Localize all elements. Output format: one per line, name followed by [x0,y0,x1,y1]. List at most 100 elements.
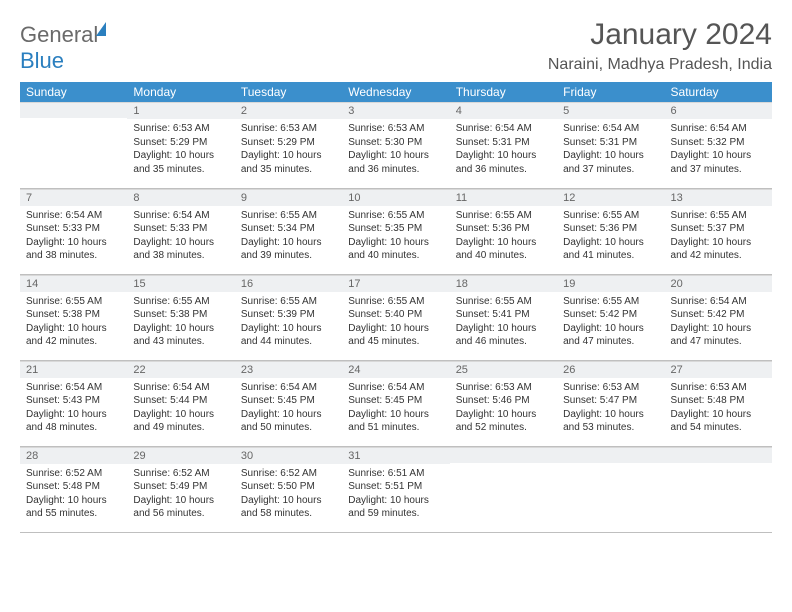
day-data: Sunrise: 6:54 AMSunset: 5:33 PMDaylight:… [20,206,127,267]
day-number: 20 [665,275,772,292]
calendar-cell [665,446,772,532]
calendar-cell: 8Sunrise: 6:54 AMSunset: 5:33 PMDaylight… [127,188,234,274]
logo-text: General Blue [20,22,106,74]
calendar-cell: 19Sunrise: 6:55 AMSunset: 5:42 PMDayligh… [557,274,664,360]
calendar-cell: 10Sunrise: 6:55 AMSunset: 5:35 PMDayligh… [342,188,449,274]
calendar-cell: 11Sunrise: 6:55 AMSunset: 5:36 PMDayligh… [450,188,557,274]
calendar-cell: 14Sunrise: 6:55 AMSunset: 5:38 PMDayligh… [20,274,127,360]
day-number: 14 [20,275,127,292]
day-data: Sunrise: 6:55 AMSunset: 5:39 PMDaylight:… [235,292,342,353]
day-data-empty [557,463,664,517]
day-number: 3 [342,102,449,119]
day-number-empty [20,102,127,118]
day-data: Sunrise: 6:53 AMSunset: 5:48 PMDaylight:… [665,378,772,439]
calendar-table: SundayMondayTuesdayWednesdayThursdayFrid… [20,82,772,533]
day-number: 8 [127,189,234,206]
calendar-cell: 30Sunrise: 6:52 AMSunset: 5:50 PMDayligh… [235,446,342,532]
calendar-cell: 21Sunrise: 6:54 AMSunset: 5:43 PMDayligh… [20,360,127,446]
day-data: Sunrise: 6:54 AMSunset: 5:33 PMDaylight:… [127,206,234,267]
day-number: 6 [665,102,772,119]
calendar-cell: 20Sunrise: 6:54 AMSunset: 5:42 PMDayligh… [665,274,772,360]
day-data: Sunrise: 6:54 AMSunset: 5:42 PMDaylight:… [665,292,772,353]
day-number: 1 [127,102,234,119]
weekday-header: Monday [127,82,234,102]
logo-text-blue: Blue [20,48,64,73]
calendar-cell: 3Sunrise: 6:53 AMSunset: 5:30 PMDaylight… [342,102,449,188]
day-data: Sunrise: 6:53 AMSunset: 5:29 PMDaylight:… [235,119,342,180]
header: General Blue January 2024 Naraini, Madhy… [20,18,772,74]
day-number: 12 [557,189,664,206]
day-number: 25 [450,361,557,378]
weekday-header: Saturday [665,82,772,102]
day-number: 24 [342,361,449,378]
day-number: 2 [235,102,342,119]
location: Naraini, Madhya Pradesh, India [548,56,772,74]
day-data-empty [665,463,772,517]
day-data: Sunrise: 6:55 AMSunset: 5:42 PMDaylight:… [557,292,664,353]
day-data: Sunrise: 6:55 AMSunset: 5:41 PMDaylight:… [450,292,557,353]
day-data: Sunrise: 6:54 AMSunset: 5:45 PMDaylight:… [235,378,342,439]
calendar-cell: 6Sunrise: 6:54 AMSunset: 5:32 PMDaylight… [665,102,772,188]
day-data: Sunrise: 6:52 AMSunset: 5:50 PMDaylight:… [235,464,342,525]
calendar-cell: 24Sunrise: 6:54 AMSunset: 5:45 PMDayligh… [342,360,449,446]
calendar-cell: 16Sunrise: 6:55 AMSunset: 5:39 PMDayligh… [235,274,342,360]
day-data: Sunrise: 6:52 AMSunset: 5:49 PMDaylight:… [127,464,234,525]
calendar-cell: 5Sunrise: 6:54 AMSunset: 5:31 PMDaylight… [557,102,664,188]
day-data: Sunrise: 6:55 AMSunset: 5:38 PMDaylight:… [20,292,127,353]
calendar-cell: 28Sunrise: 6:52 AMSunset: 5:48 PMDayligh… [20,446,127,532]
day-number: 30 [235,447,342,464]
day-data: Sunrise: 6:53 AMSunset: 5:47 PMDaylight:… [557,378,664,439]
day-number: 23 [235,361,342,378]
calendar-cell: 26Sunrise: 6:53 AMSunset: 5:47 PMDayligh… [557,360,664,446]
day-data: Sunrise: 6:54 AMSunset: 5:45 PMDaylight:… [342,378,449,439]
weekday-header: Thursday [450,82,557,102]
calendar-cell: 18Sunrise: 6:55 AMSunset: 5:41 PMDayligh… [450,274,557,360]
day-data: Sunrise: 6:52 AMSunset: 5:48 PMDaylight:… [20,464,127,525]
calendar-cell: 13Sunrise: 6:55 AMSunset: 5:37 PMDayligh… [665,188,772,274]
calendar-header-row: SundayMondayTuesdayWednesdayThursdayFrid… [20,82,772,102]
title-block: January 2024 Naraini, Madhya Pradesh, In… [548,18,772,74]
day-data: Sunrise: 6:55 AMSunset: 5:40 PMDaylight:… [342,292,449,353]
day-data-empty [450,463,557,517]
weekday-header: Friday [557,82,664,102]
day-number: 21 [20,361,127,378]
calendar-cell: 29Sunrise: 6:52 AMSunset: 5:49 PMDayligh… [127,446,234,532]
month-title: January 2024 [548,18,772,52]
calendar-cell: 27Sunrise: 6:53 AMSunset: 5:48 PMDayligh… [665,360,772,446]
day-number: 18 [450,275,557,292]
day-number: 17 [342,275,449,292]
day-number: 9 [235,189,342,206]
calendar-cell: 23Sunrise: 6:54 AMSunset: 5:45 PMDayligh… [235,360,342,446]
day-data: Sunrise: 6:55 AMSunset: 5:36 PMDaylight:… [557,206,664,267]
calendar-cell: 17Sunrise: 6:55 AMSunset: 5:40 PMDayligh… [342,274,449,360]
day-number: 19 [557,275,664,292]
day-data: Sunrise: 6:53 AMSunset: 5:30 PMDaylight:… [342,119,449,180]
day-number: 15 [127,275,234,292]
day-number: 26 [557,361,664,378]
calendar-cell [450,446,557,532]
calendar-week-row: 14Sunrise: 6:55 AMSunset: 5:38 PMDayligh… [20,274,772,360]
calendar-cell: 4Sunrise: 6:54 AMSunset: 5:31 PMDaylight… [450,102,557,188]
day-number: 16 [235,275,342,292]
day-number: 5 [557,102,664,119]
day-data: Sunrise: 6:54 AMSunset: 5:31 PMDaylight:… [450,119,557,180]
day-data: Sunrise: 6:51 AMSunset: 5:51 PMDaylight:… [342,464,449,525]
day-number-empty [557,447,664,463]
weekday-header: Tuesday [235,82,342,102]
day-number: 27 [665,361,772,378]
day-data: Sunrise: 6:55 AMSunset: 5:36 PMDaylight:… [450,206,557,267]
day-number: 13 [665,189,772,206]
calendar-week-row: 28Sunrise: 6:52 AMSunset: 5:48 PMDayligh… [20,446,772,532]
day-number: 22 [127,361,234,378]
calendar-week-row: 1Sunrise: 6:53 AMSunset: 5:29 PMDaylight… [20,102,772,188]
calendar-cell: 12Sunrise: 6:55 AMSunset: 5:36 PMDayligh… [557,188,664,274]
day-data: Sunrise: 6:54 AMSunset: 5:31 PMDaylight:… [557,119,664,180]
day-data: Sunrise: 6:53 AMSunset: 5:29 PMDaylight:… [127,119,234,180]
day-number-empty [450,447,557,463]
day-number: 28 [20,447,127,464]
calendar-week-row: 7Sunrise: 6:54 AMSunset: 5:33 PMDaylight… [20,188,772,274]
calendar-cell: 2Sunrise: 6:53 AMSunset: 5:29 PMDaylight… [235,102,342,188]
weekday-header: Wednesday [342,82,449,102]
calendar-week-row: 21Sunrise: 6:54 AMSunset: 5:43 PMDayligh… [20,360,772,446]
logo: General Blue [20,22,106,74]
